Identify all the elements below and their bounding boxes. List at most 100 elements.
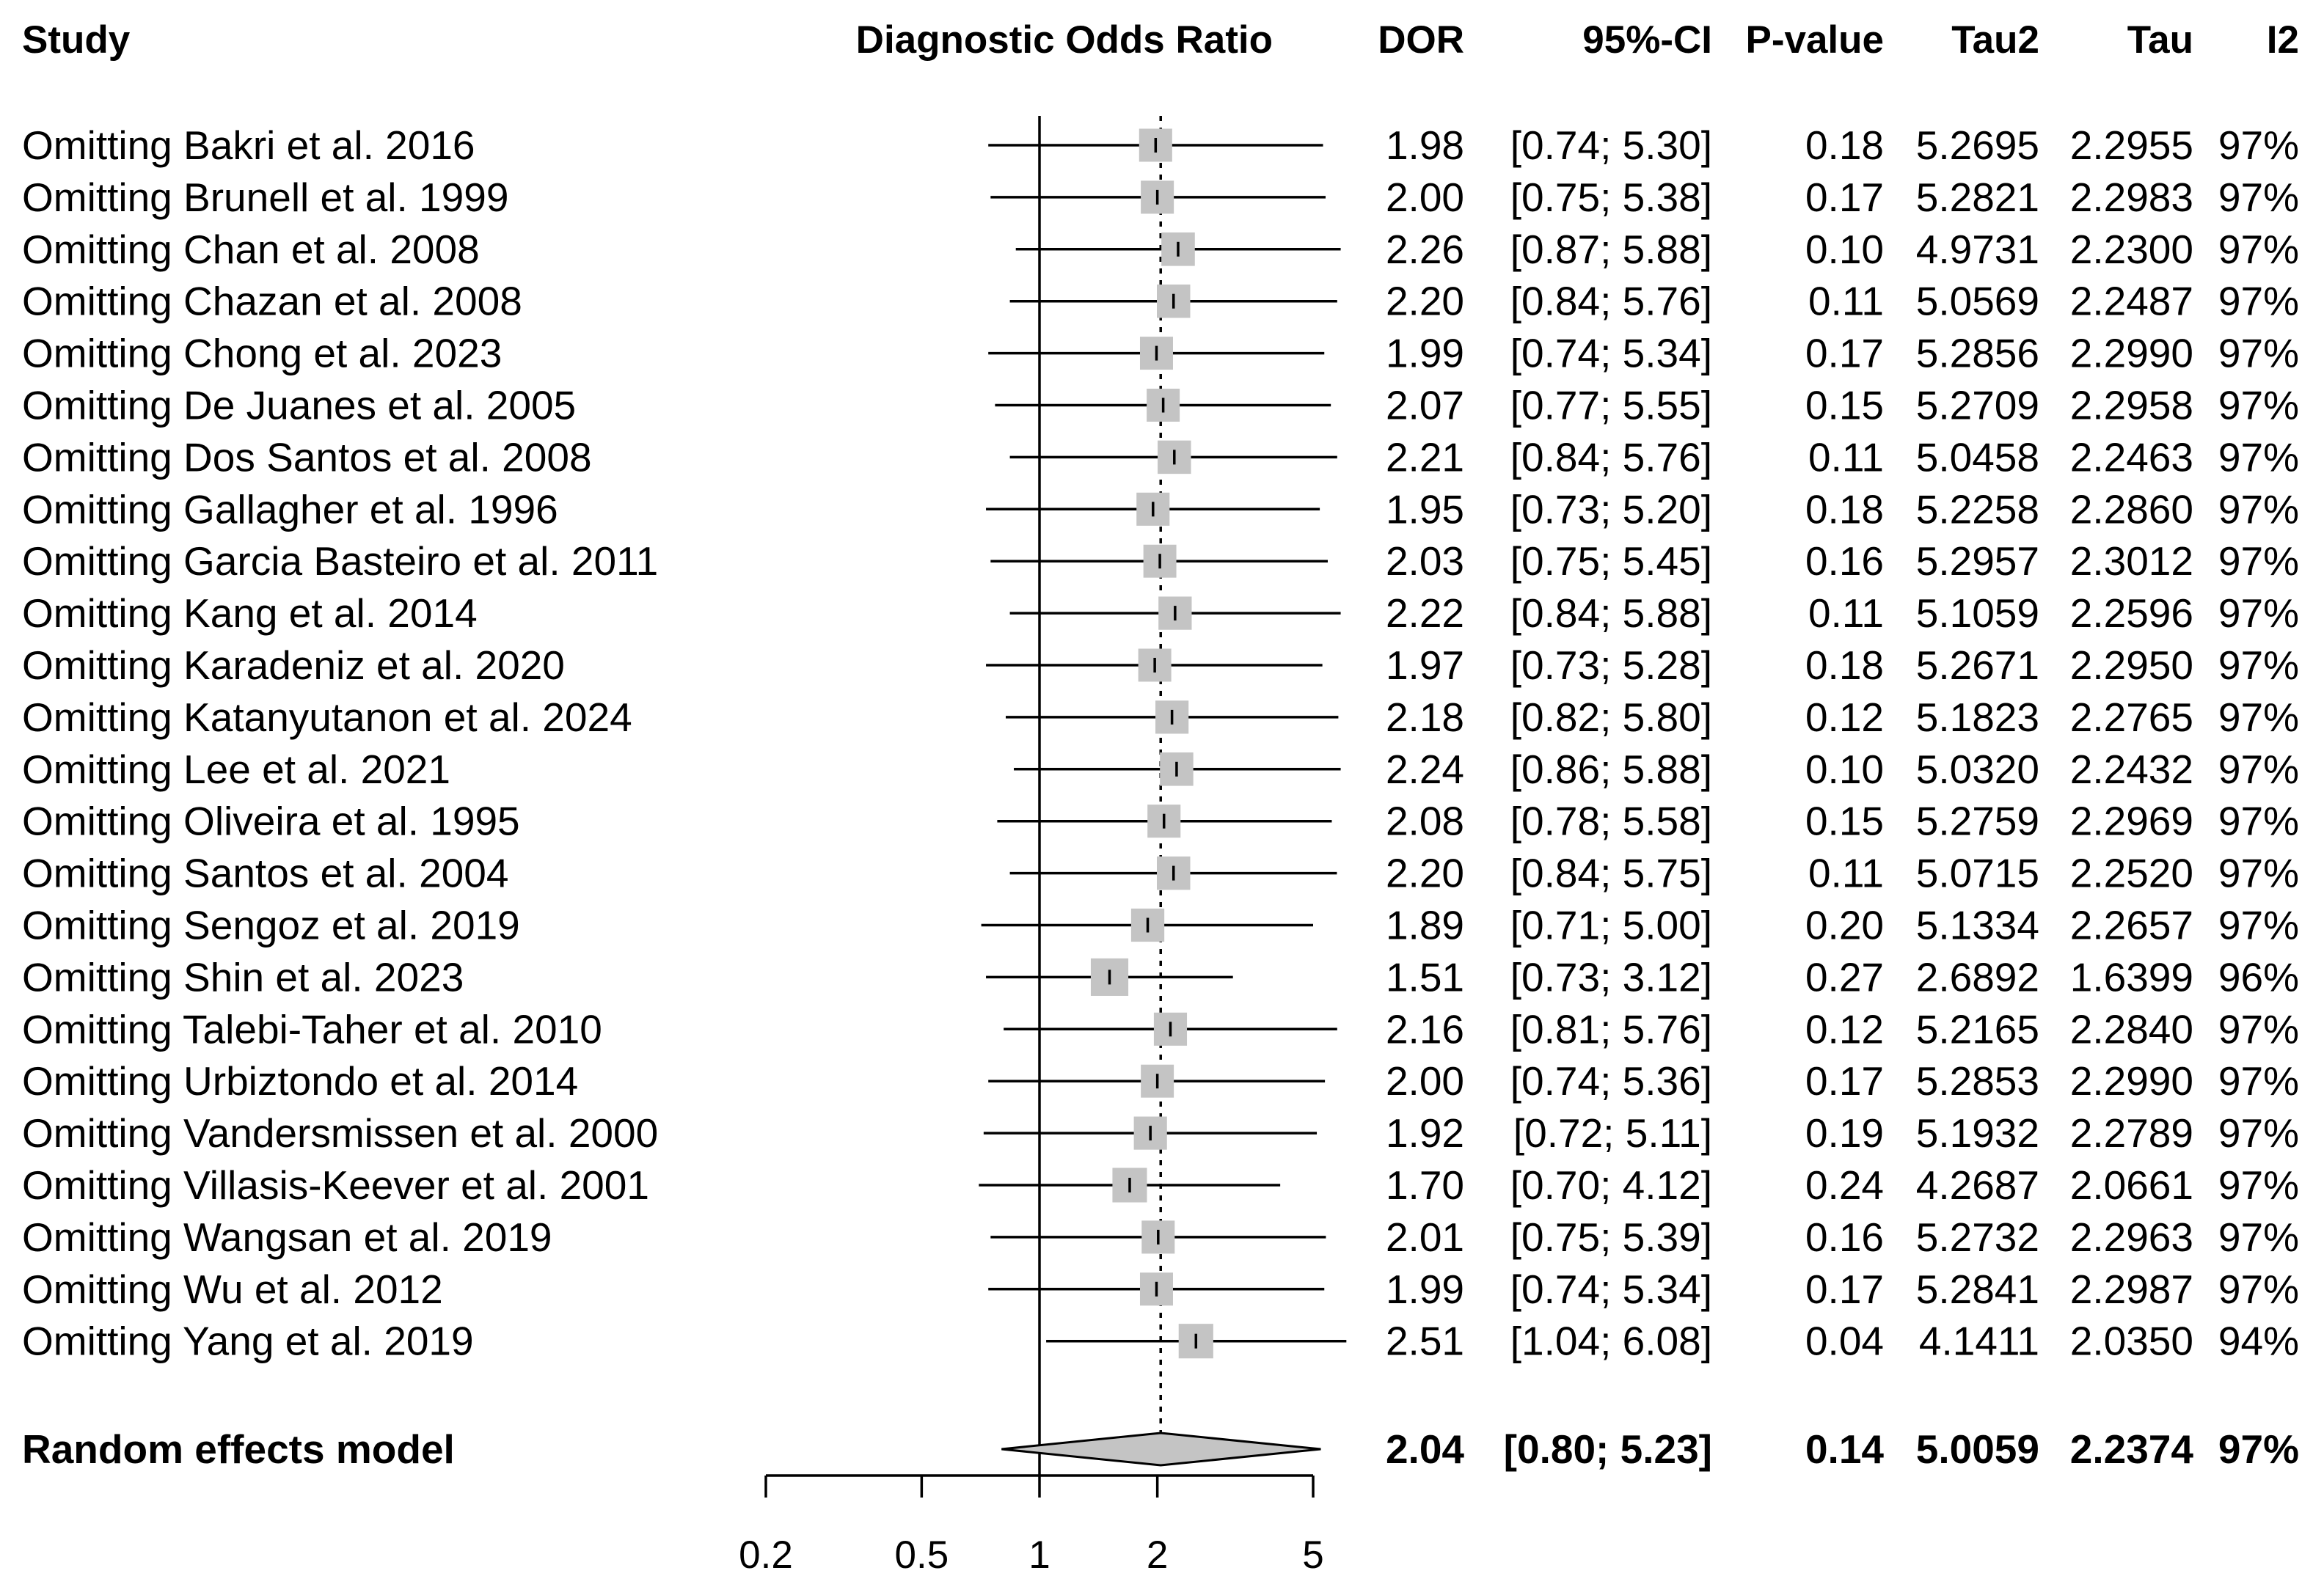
- tau2-value: 5.2853: [1916, 1058, 2039, 1104]
- dor-value: 1.98: [1386, 122, 1464, 168]
- study-label: Omitting Kang et al. 2014: [22, 590, 478, 636]
- i2-value: 97%: [2218, 122, 2299, 168]
- pvalue-value: 0.24: [1805, 1162, 1884, 1208]
- pvalue-value: 0.16: [1805, 538, 1884, 584]
- dor-value: 1.99: [1386, 1267, 1464, 1312]
- header-plot: Diagnostic Odds Ratio: [856, 18, 1273, 62]
- tau-value: 1.6399: [2070, 954, 2193, 1000]
- i2-value: 97%: [2218, 1214, 2299, 1260]
- i2-value: 97%: [2218, 279, 2299, 324]
- study-label: Omitting Vandersmissen et al. 2000: [22, 1110, 658, 1156]
- ci-value: [0.75; 5.45]: [1510, 538, 1712, 584]
- summary-pvalue: 0.14: [1805, 1426, 1884, 1472]
- dor-value: 2.51: [1386, 1319, 1464, 1364]
- pvalue-value: 0.15: [1805, 799, 1884, 844]
- x-tick-label: 0.2: [739, 1533, 793, 1577]
- study-rows: Omitting Bakri et al. 2016 1.98 [0.74; 5.3…: [22, 122, 2299, 1364]
- study-label: Omitting Yang et al. 2019: [22, 1319, 474, 1364]
- tau2-value: 5.0458: [1916, 434, 2039, 480]
- study-label: Omitting Chong et al. 2023: [22, 331, 502, 376]
- pvalue-value: 0.12: [1805, 694, 1884, 740]
- study-row: Omitting Garcia Basteiro et al. 2011 2.03…: [22, 538, 2299, 584]
- ci-value: [0.78; 5.58]: [1510, 799, 1712, 844]
- i2-value: 97%: [2218, 1058, 2299, 1104]
- i2-value: 97%: [2218, 227, 2299, 272]
- tau2-value: 5.2841: [1916, 1267, 2039, 1312]
- tau2-value: 5.2695: [1916, 122, 2039, 168]
- pvalue-value: 0.17: [1805, 1058, 1884, 1104]
- study-label: Omitting Sengoz et al. 2019: [22, 903, 520, 948]
- ci-value: [1.04; 6.08]: [1510, 1319, 1712, 1364]
- summary-ci: [0.80; 5.23]: [1504, 1426, 1712, 1472]
- tau-value: 2.2596: [2070, 590, 2193, 636]
- pvalue-value: 0.11: [1808, 434, 1884, 480]
- study-row: Omitting Santos et al. 2004 2.20 [0.84; 5.…: [22, 851, 2299, 896]
- tau-value: 2.2969: [2070, 799, 2193, 844]
- x-tick-label: 2: [1147, 1533, 1168, 1577]
- tau-value: 2.2789: [2070, 1110, 2193, 1156]
- tau2-value: 5.1932: [1916, 1110, 2039, 1156]
- pvalue-value: 0.17: [1805, 1267, 1884, 1312]
- pvalue-value: 0.18: [1805, 486, 1884, 532]
- tau2-value: 5.2957: [1916, 538, 2039, 584]
- header-study: Study: [22, 18, 131, 62]
- pvalue-value: 0.27: [1805, 954, 1884, 1000]
- i2-value: 97%: [2218, 903, 2299, 948]
- study-row: Omitting Chong et al. 2023 1.99 [0.74; 5.3…: [22, 331, 2299, 376]
- tau2-value: 5.2165: [1916, 1006, 2039, 1052]
- summary-diamond: [1001, 1432, 1321, 1467]
- pvalue-value: 0.15: [1805, 383, 1884, 428]
- tau-value: 2.2990: [2070, 331, 2193, 376]
- x-axis: 0.2 0.5 1 2 5: [739, 1474, 1324, 1577]
- tau2-value: 5.2732: [1916, 1214, 2039, 1260]
- dor-value: 2.26: [1386, 227, 1464, 272]
- dor-value: 1.95: [1386, 486, 1464, 532]
- summary-tau2: 5.0059: [1916, 1426, 2039, 1472]
- dor-value: 1.70: [1386, 1162, 1464, 1208]
- tau-value: 2.2990: [2070, 1058, 2193, 1104]
- tau2-value: 5.2856: [1916, 331, 2039, 376]
- ci-value: [0.84; 5.76]: [1510, 279, 1712, 324]
- ci-value: [0.73; 5.20]: [1510, 486, 1712, 532]
- study-label: Omitting Katanyutanon et al. 2024: [22, 694, 632, 740]
- ci-value: [0.87; 5.88]: [1510, 227, 1712, 272]
- study-row: Omitting Vandersmissen et al. 2000 1.92 [0…: [22, 1110, 2299, 1156]
- pvalue-value: 0.19: [1805, 1110, 1884, 1156]
- study-label: Omitting Karadeniz et al. 2020: [22, 642, 565, 688]
- summary-row: Random effects model 2.04 [0.80; 5.23] 0.14…: [22, 1426, 2299, 1472]
- tau-value: 2.2955: [2070, 122, 2193, 168]
- tau-value: 2.2860: [2070, 486, 2193, 532]
- header-i2: I2: [2267, 18, 2299, 62]
- study-row: Omitting Wu et al. 2012 1.99 [0.74; 5.34] 0…: [22, 1267, 2299, 1312]
- tau2-value: 5.2709: [1916, 383, 2039, 428]
- study-label: Omitting Wangsan et al. 2019: [22, 1214, 552, 1260]
- tau-value: 2.0350: [2070, 1319, 2193, 1364]
- dor-value: 2.00: [1386, 175, 1464, 220]
- summary-tau: 2.2374: [2070, 1426, 2194, 1472]
- study-label: Omitting Dos Santos et al. 2008: [22, 434, 592, 480]
- study-row: Omitting Talebi-Taher et al. 2010 2.16 [0.…: [22, 1006, 2299, 1052]
- tau2-value: 4.9731: [1916, 227, 2039, 272]
- plot-lines: [1038, 116, 1162, 1476]
- ci-value: [0.77; 5.55]: [1510, 383, 1712, 428]
- tau2-value: 2.6892: [1916, 954, 2039, 1000]
- i2-value: 97%: [2218, 1110, 2299, 1156]
- header-ci: 95%-CI: [1582, 18, 1712, 62]
- dor-value: 2.08: [1386, 799, 1464, 844]
- i2-value: 97%: [2218, 331, 2299, 376]
- i2-value: 97%: [2218, 642, 2299, 688]
- i2-value: 97%: [2218, 486, 2299, 532]
- summary-label: Random effects model: [22, 1426, 455, 1472]
- study-label: Omitting Villasis-Keever et al. 2001: [22, 1162, 649, 1208]
- tau-value: 2.2983: [2070, 175, 2193, 220]
- study-label: Omitting Oliveira et al. 1995: [22, 799, 520, 844]
- i2-value: 97%: [2218, 799, 2299, 844]
- i2-value: 97%: [2218, 694, 2299, 740]
- tau-value: 2.2520: [2070, 851, 2193, 896]
- study-label: Omitting Urbiztondo et al. 2014: [22, 1058, 578, 1104]
- i2-value: 97%: [2218, 434, 2299, 480]
- tau2-value: 4.2687: [1916, 1162, 2039, 1208]
- tau-value: 2.0661: [2070, 1162, 2193, 1208]
- tau-value: 2.2300: [2070, 227, 2193, 272]
- study-label: Omitting De Juanes et al. 2005: [22, 383, 576, 428]
